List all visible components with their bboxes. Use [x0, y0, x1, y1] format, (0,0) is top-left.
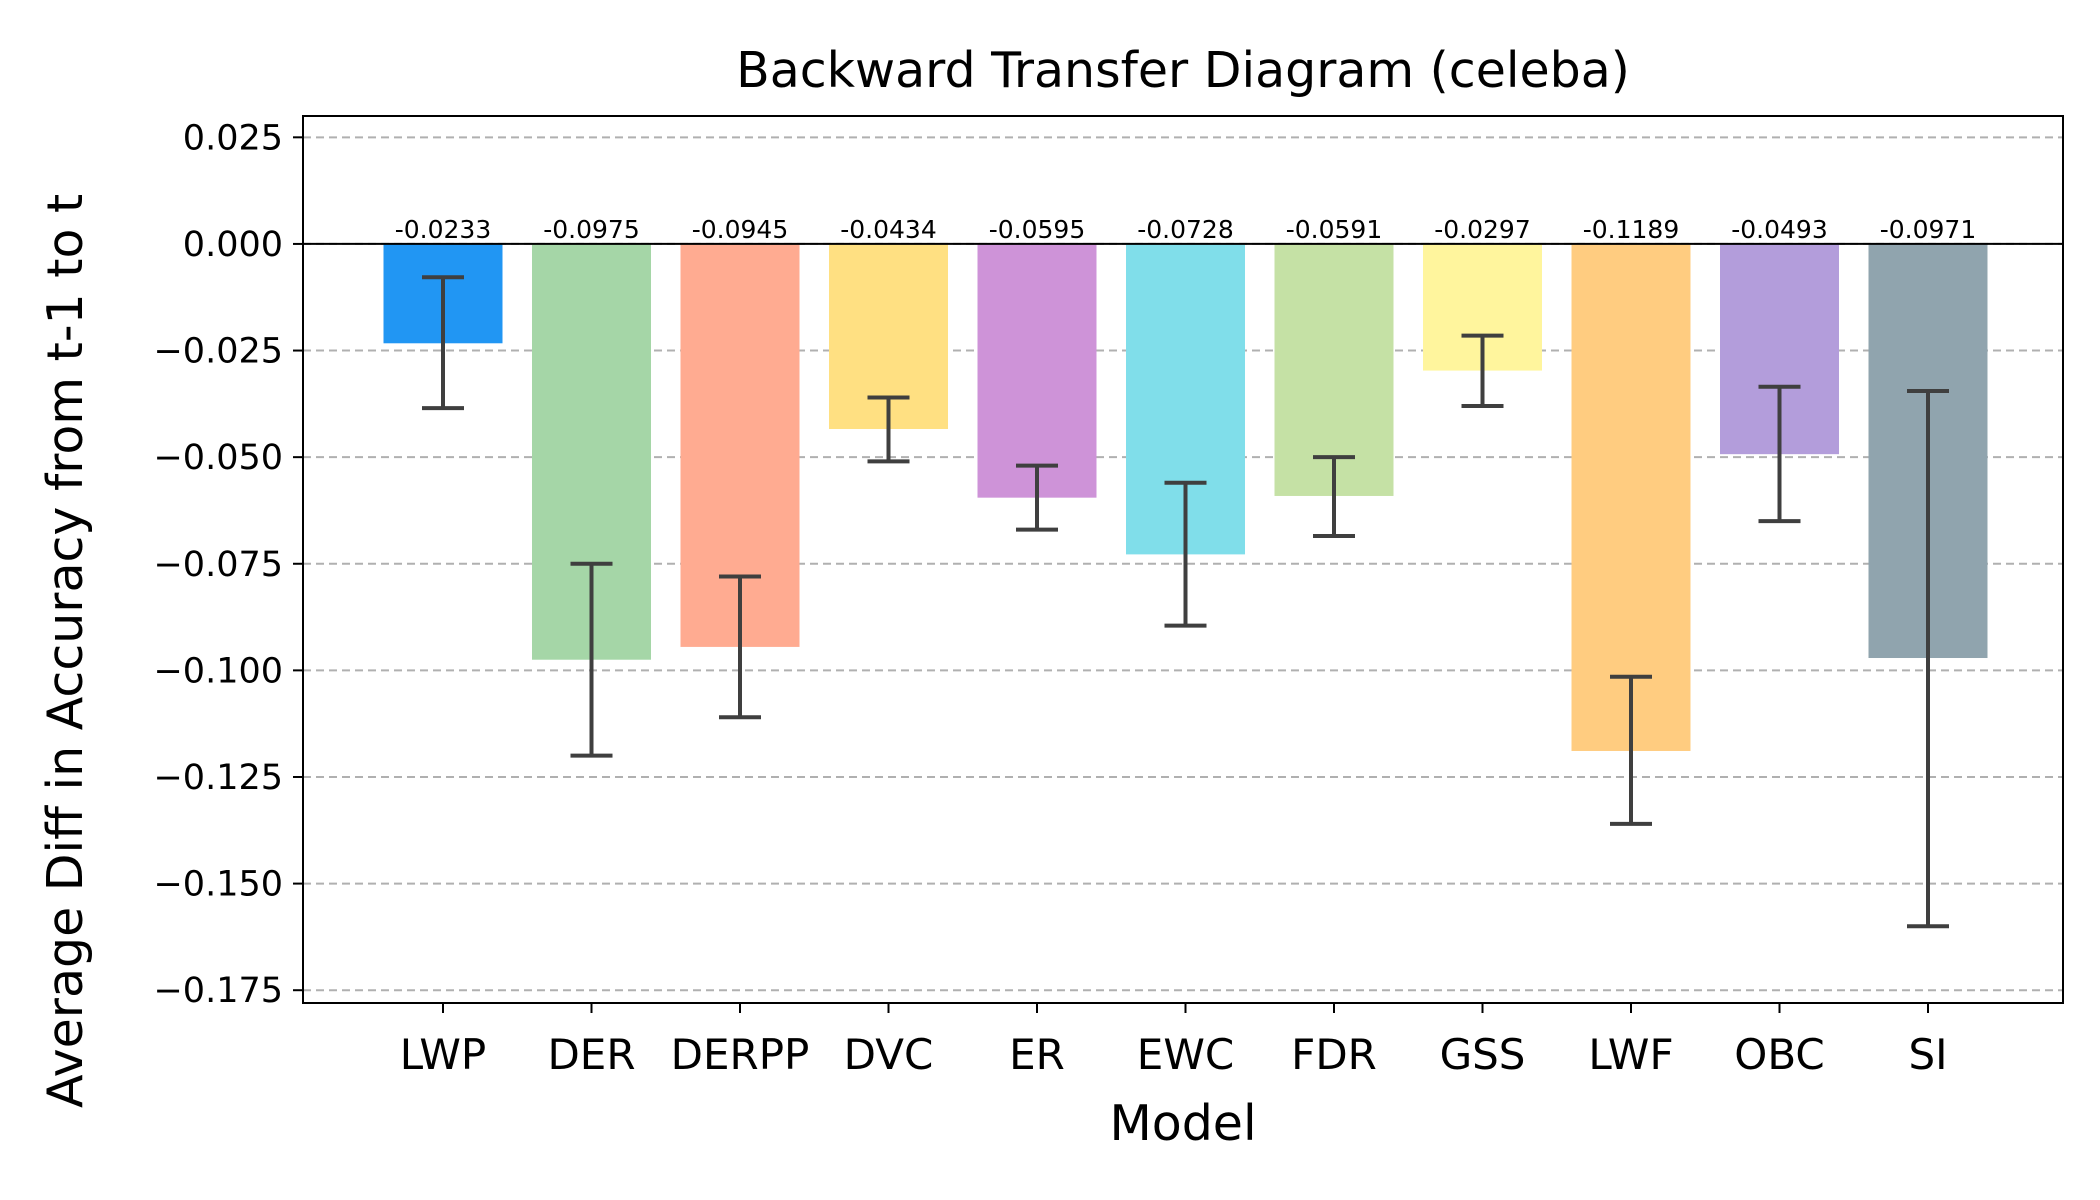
x-tick-label: LWP: [400, 1030, 486, 1079]
value-label: -0.0591: [1286, 215, 1383, 244]
plot-frame: [302, 115, 2064, 1004]
value-label: -0.0233: [395, 215, 492, 244]
x-tick-label: GSS: [1440, 1030, 1526, 1079]
y-tick-label: −0.175: [153, 971, 283, 1011]
value-label: -0.0975: [543, 215, 640, 244]
chart-title: Backward Transfer Diagram (celeba): [736, 42, 1630, 99]
y-tick-label: −0.075: [153, 545, 283, 585]
x-tick-label: OBC: [1734, 1030, 1824, 1079]
value-label: -0.0945: [692, 215, 789, 244]
x-tick-label: LWF: [1588, 1030, 1673, 1079]
x-tick-label: ER: [1009, 1030, 1065, 1079]
value-label: -0.0971: [1880, 215, 1977, 244]
y-tick-label: 0.000: [183, 225, 283, 265]
x-tick-label: DERPP: [671, 1030, 810, 1079]
y-tick-label: −0.050: [153, 438, 283, 478]
x-tick-label: EWC: [1137, 1030, 1234, 1079]
bar-er: [977, 243, 1097, 498]
x-tick-label: FDR: [1291, 1030, 1377, 1079]
y-tick-label: −0.100: [153, 651, 283, 691]
y-axis-label: Average Diff in Accuracy from t-1 to t: [37, 194, 94, 1108]
value-label: -0.1189: [1583, 215, 1680, 244]
value-label: -0.0595: [989, 215, 1086, 244]
y-tick-label: −0.125: [153, 758, 283, 798]
x-tick-label: DVC: [844, 1030, 934, 1079]
y-tick-label: 0.025: [183, 118, 283, 158]
y-tick-label: −0.150: [153, 865, 283, 905]
value-label: -0.0434: [840, 215, 937, 244]
y-tick-label: −0.025: [153, 332, 283, 372]
bar-fdr: [1274, 243, 1394, 496]
x-tick-label: DER: [547, 1030, 635, 1079]
error-bars: [422, 275, 1949, 929]
value-label: -0.0297: [1434, 215, 1531, 244]
value-label: -0.0728: [1137, 215, 1234, 244]
value-labels: -0.0233 -0.0975 -0.0945 -0.0434 -0.0595 -0.07…: [395, 215, 1977, 244]
bar-lwf: [1571, 243, 1691, 751]
x-tick-label: SI: [1908, 1030, 1947, 1079]
axes: 0.025 0.000 −0.025 −0.050 −0.075 −0.100 −0.125…: [153, 115, 2064, 1079]
value-label: -0.0493: [1731, 215, 1828, 244]
x-axis-label: Model: [1109, 1095, 1256, 1152]
